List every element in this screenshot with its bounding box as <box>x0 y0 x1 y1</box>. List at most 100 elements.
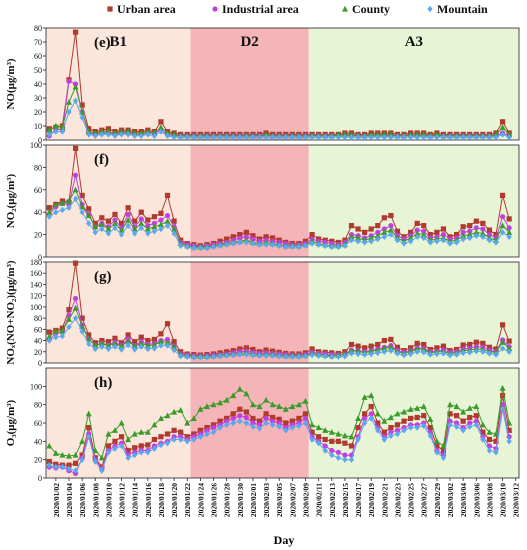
y-tick-label: 50 <box>34 66 42 75</box>
data-point <box>66 108 72 116</box>
data-point <box>394 350 401 357</box>
data-point <box>151 341 158 348</box>
data-point <box>263 352 269 359</box>
data-point <box>85 410 92 417</box>
data-point <box>388 432 394 440</box>
data-point <box>362 419 368 427</box>
data-point <box>158 434 164 440</box>
x-tick-label: 2020/02/09 <box>301 483 310 517</box>
data-point <box>171 225 178 232</box>
data-point <box>132 451 138 459</box>
data-point <box>79 438 86 444</box>
data-point <box>499 222 506 229</box>
data-point <box>506 134 512 141</box>
data-point <box>151 223 158 230</box>
y-tick-label: 0 <box>38 136 42 145</box>
data-point <box>493 438 499 444</box>
data-point <box>480 340 486 346</box>
data-point <box>335 243 341 251</box>
period-band <box>46 28 191 140</box>
data-point <box>420 231 427 238</box>
panel: (f) 0 20 40 60 80 100 NO₂(μg/m³) <box>5 141 520 262</box>
data-point <box>197 244 203 252</box>
legend-marker <box>212 6 218 12</box>
data-point <box>453 403 460 410</box>
data-point <box>388 212 394 219</box>
data-point <box>421 341 427 348</box>
x-tick-label: 2020/01/26 <box>210 483 219 517</box>
data-point <box>217 424 223 431</box>
data-point <box>230 240 236 247</box>
x-tick-label: 2020/01/12 <box>118 483 127 517</box>
data-point <box>263 419 269 427</box>
data-point <box>138 343 144 350</box>
data-point <box>348 134 355 141</box>
data-point <box>184 243 190 251</box>
data-point <box>132 230 138 237</box>
data-point <box>447 401 454 408</box>
data-point <box>414 340 420 346</box>
x-tick-label: 2020/01/18 <box>157 483 166 517</box>
data-point <box>421 134 427 141</box>
data-point <box>138 340 145 346</box>
data-point <box>473 421 479 429</box>
data-point <box>362 239 368 246</box>
x-tick-label: 2020/03/08 <box>485 483 494 517</box>
y-tick-label: 140 <box>30 280 42 289</box>
x-tick-label: 2020/03/12 <box>512 483 521 517</box>
data-point <box>328 428 335 435</box>
data-point <box>125 436 132 443</box>
data-point <box>171 408 178 415</box>
panel-tag: (e) <box>94 35 111 51</box>
data-point <box>348 341 355 348</box>
data-point <box>263 411 269 417</box>
data-point <box>270 235 276 241</box>
data-point <box>105 449 112 456</box>
data-point <box>243 409 249 415</box>
y-tick-label: 100 <box>30 382 42 391</box>
data-point <box>368 415 374 422</box>
data-point <box>460 235 466 243</box>
data-point <box>171 436 177 443</box>
data-point <box>486 443 493 449</box>
data-point <box>105 218 112 224</box>
data-point <box>486 134 493 141</box>
data-point <box>224 421 230 429</box>
data-point <box>467 423 473 430</box>
data-point <box>105 225 112 232</box>
data-point <box>322 353 328 360</box>
data-point <box>421 349 427 356</box>
data-point <box>178 242 184 249</box>
data-point <box>249 401 256 408</box>
data-point <box>499 406 506 413</box>
data-point <box>381 436 387 443</box>
data-point <box>440 343 447 349</box>
data-point <box>322 242 328 249</box>
data-point <box>99 215 105 221</box>
data-point <box>158 225 164 233</box>
data-point <box>46 442 53 449</box>
data-point <box>296 353 302 361</box>
data-point <box>506 427 512 433</box>
data-point <box>250 236 256 242</box>
data-point <box>243 134 249 141</box>
data-point <box>65 197 72 204</box>
data-point <box>157 415 164 422</box>
data-point <box>250 423 256 430</box>
data-point <box>447 240 453 247</box>
data-point <box>473 134 479 141</box>
data-point <box>125 454 131 462</box>
data-point <box>480 436 486 443</box>
y-tick-label: 0 <box>38 359 42 368</box>
data-point <box>66 204 72 211</box>
data-point <box>263 347 269 353</box>
data-point <box>289 424 295 431</box>
data-point <box>388 429 394 435</box>
data-point <box>316 241 322 248</box>
data-point <box>53 333 59 341</box>
data-point <box>256 425 263 432</box>
data-point <box>59 206 66 214</box>
data-point <box>342 452 348 458</box>
data-point <box>230 419 236 427</box>
data-point <box>72 186 79 193</box>
